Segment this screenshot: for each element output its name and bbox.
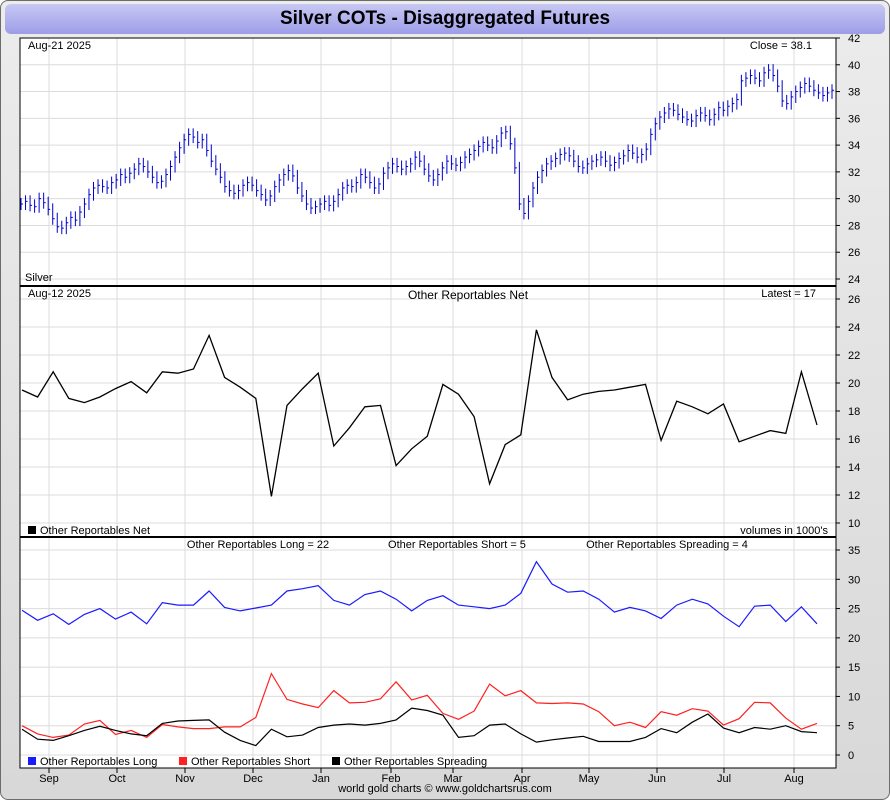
- price-series-label: Silver: [25, 272, 53, 284]
- y-tick-label: 22: [848, 350, 860, 362]
- legend-swatch-net: [28, 526, 36, 534]
- legend-label: Other Reportables Long: [40, 756, 157, 768]
- x-tick-label: Sep: [39, 773, 59, 785]
- price-close-label: Close = 38.1: [750, 40, 812, 52]
- price-series: [20, 64, 834, 235]
- legend-label-net: Other Reportables Net: [40, 525, 150, 537]
- y-tick-label: 24: [848, 274, 860, 286]
- legend-swatch: [28, 757, 36, 765]
- y-tick-label: 18: [848, 406, 860, 418]
- short-line: [21, 672, 818, 739]
- price-date-label: Aug-21 2025: [28, 40, 91, 52]
- x-tick-label: Dec: [243, 773, 263, 785]
- legend-swatch: [332, 757, 340, 765]
- y-tick-label: 35: [848, 545, 860, 557]
- y-tick-label: 15: [848, 662, 860, 674]
- title-bar: Silver COTs - Disaggregated Futures: [5, 4, 885, 34]
- x-tick-label: Jan: [312, 773, 330, 785]
- y-tick-label: 36: [848, 113, 860, 125]
- x-tick-label: Oct: [108, 773, 125, 785]
- plot-area: [20, 38, 836, 768]
- spreading-line: [21, 707, 818, 747]
- y-tick-label: 20: [848, 378, 860, 390]
- y-tick-label: 26: [848, 294, 860, 306]
- y-tick-label: 30: [848, 194, 860, 206]
- credit-text: world gold charts © www.goldchartsrus.co…: [338, 783, 552, 795]
- y-tick-label: 14: [848, 462, 860, 474]
- net-date-label: Aug-12 2025: [28, 288, 91, 300]
- y-tick-label: 38: [848, 87, 860, 99]
- y-tick-label: 26: [848, 247, 860, 259]
- long-line: [21, 560, 818, 628]
- net-latest-label: Latest = 17: [761, 288, 816, 300]
- y-tick-label: 40: [848, 60, 860, 72]
- y-tick-label: 12: [848, 490, 860, 502]
- x-tick-label: Nov: [175, 773, 195, 785]
- y-tick-label: 42: [848, 33, 860, 45]
- units-label: volumes in 1000's: [740, 525, 828, 537]
- y-tick-label: 5: [848, 721, 854, 733]
- x-tick-label: Apr: [513, 773, 530, 785]
- x-tick-label: Jul: [717, 773, 731, 785]
- plot-border: [19, 37, 837, 769]
- legend-swatch: [179, 757, 187, 765]
- component-top-label: Other Reportables Spreading = 4: [586, 539, 748, 551]
- y-tick-label: 32: [848, 167, 860, 179]
- y-tick-label: 16: [848, 434, 860, 446]
- y-tick-label: 24: [848, 322, 860, 334]
- x-tick-label: May: [579, 773, 600, 785]
- component-top-label: Other Reportables Short = 5: [388, 539, 526, 551]
- y-tick-label: 34: [848, 140, 860, 152]
- y-tick-label: 10: [848, 518, 860, 530]
- y-tick-label: 0: [848, 750, 854, 762]
- y-tick-label: 10: [848, 691, 860, 703]
- y-tick-label: 28: [848, 220, 860, 232]
- y-tick-label: 25: [848, 604, 860, 616]
- x-tick-label: Mar: [444, 773, 463, 785]
- component-top-label: Other Reportables Long = 22: [187, 539, 329, 551]
- legend-label: Other Reportables Short: [191, 756, 310, 768]
- x-tick-label: Jun: [648, 773, 666, 785]
- chart-title: Silver COTs - Disaggregated Futures: [279, 8, 611, 29]
- y-tick-label: 30: [848, 574, 860, 586]
- x-tick-label: Aug: [784, 773, 804, 785]
- net-panel-title: Other Reportables Net: [408, 288, 529, 302]
- y-tick-label: 20: [848, 633, 860, 645]
- legend-label: Other Reportables Spreading: [344, 756, 487, 768]
- x-tick-label: Feb: [382, 773, 401, 785]
- net-line: [21, 329, 818, 497]
